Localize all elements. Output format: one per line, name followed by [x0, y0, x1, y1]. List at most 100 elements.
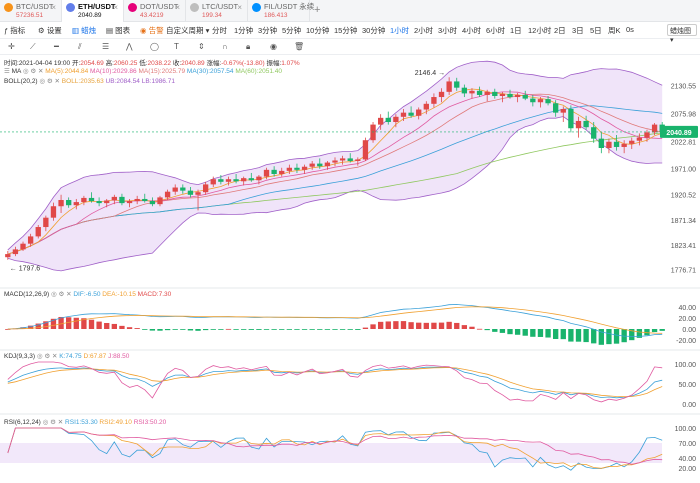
period-1[interactable]: 1分钟 [234, 26, 254, 35]
period-0[interactable]: 分时 [212, 26, 227, 35]
horizontal-line-icon[interactable]: ━ [54, 42, 59, 51]
add-tab-icon[interactable]: + [314, 4, 321, 16]
open-label: 开 [71, 60, 79, 67]
tab-close-icon[interactable]: × [299, 3, 304, 12]
candle-body [400, 112, 407, 117]
macd-bar [248, 329, 254, 330]
ma5-value: MA(5):2044.84 [45, 68, 89, 75]
macd-bar [492, 329, 498, 332]
ma-toggle-icon[interactable]: ☰ [4, 68, 10, 75]
macd-bar [58, 316, 64, 329]
period-5[interactable]: 15分钟 [334, 26, 358, 35]
macd-bar [172, 329, 178, 330]
measure-icon[interactable]: ⇕ [198, 42, 205, 51]
macd-dea: DEA:-10.15 [102, 291, 136, 298]
macd-eye-icon[interactable]: ◎ ⚙ ✕ [50, 291, 72, 298]
fibonacci-icon[interactable]: ☰ [102, 42, 110, 51]
kdj-d: D:67.87 [83, 353, 107, 360]
tab-btc[interactable]: BTC/USDT 57236.51 × [0, 0, 62, 22]
high-annotation: 2146.4 → [415, 70, 445, 77]
tab-close-icon[interactable]: × [51, 3, 56, 12]
lock-icon[interactable]: 🔒︎ [246, 42, 251, 51]
period-18[interactable]: 0s [626, 25, 634, 34]
candle-button[interactable]: ▥ 蜡烛 [72, 26, 97, 35]
rsi-eye-icon[interactable]: ◎ ⚙ ✕ [42, 419, 64, 426]
kdj-k: K:74.75 [59, 353, 82, 360]
tab-ltc[interactable]: LTC/USDT 199.34 × [186, 0, 248, 22]
candle-body [408, 112, 414, 116]
candle-body [446, 81, 452, 92]
period-14[interactable]: 2日 [554, 26, 566, 35]
candle-body [187, 190, 194, 195]
candle-body [492, 91, 498, 96]
eye-icon[interactable]: ◉ [270, 42, 277, 51]
kdj-eye-icon[interactable]: ◎ ⚙ ✕ [36, 353, 58, 360]
macd-bar [522, 329, 528, 336]
period-4[interactable]: 10分钟 [306, 26, 330, 35]
magnet-icon[interactable]: ∩ [222, 42, 228, 51]
price-tick: 2022.81 [671, 139, 696, 146]
tab-close-icon[interactable]: × [175, 3, 180, 12]
period-10[interactable]: 4小时 [462, 26, 482, 35]
tab-eth[interactable]: ETH/USDT 2040.89 × [62, 0, 124, 22]
macd-bar [446, 321, 452, 329]
text-icon[interactable]: T [174, 42, 179, 51]
tab-close-icon[interactable]: × [113, 3, 118, 12]
period-12[interactable]: 1日 [510, 26, 522, 35]
macd-bar [400, 321, 407, 329]
period-2[interactable]: 3分钟 [258, 26, 278, 35]
ma60-value: MA(60):2051.40 [235, 68, 282, 75]
ma10-line [7, 91, 663, 255]
period-13[interactable]: 12小时 [528, 26, 552, 35]
channel-icon[interactable]: ⫽ [78, 42, 82, 51]
period-17[interactable]: 周K [608, 26, 621, 35]
trendline-icon[interactable]: ⟋ [30, 42, 36, 51]
alert-button[interactable]: ◉ 告警 [140, 26, 164, 35]
rsi3-value: RSI3:50.20 [133, 419, 167, 426]
pattern-icon[interactable]: ⋀ [126, 42, 133, 51]
high-value: 2060.25 [113, 60, 138, 67]
chart-type-button[interactable]: ▤ 图表 [106, 26, 131, 35]
macd-bar [43, 321, 49, 329]
chart-mode-select[interactable]: 蜡烛图▾ [667, 24, 697, 44]
period-11[interactable]: 6小时 [486, 26, 506, 35]
tab-fil[interactable]: FIL/USDT 永续 186.413 × [248, 0, 314, 22]
candle-body [256, 176, 262, 181]
ma-eye-icon[interactable]: ◎ ⚙ ✕ [22, 68, 44, 75]
shape-icon[interactable]: ◯ [150, 42, 159, 51]
custom-period-select[interactable]: 自定义周期 ▾ [166, 26, 210, 35]
macd-bar [157, 329, 163, 331]
current-price-text: 2040.89 [666, 130, 691, 137]
period-6[interactable]: 30分钟 [362, 26, 386, 35]
tab-close-icon[interactable]: × [237, 3, 242, 12]
bollinger-upper-line [7, 60, 663, 251]
close-label: 收 [172, 60, 180, 67]
macd-bar [370, 324, 376, 329]
candle-body [58, 200, 64, 207]
candle-body [43, 217, 49, 228]
macd-bar [104, 323, 110, 329]
settings-button[interactable]: ⚙ 设置 [38, 26, 62, 35]
change-label: 涨幅 [206, 60, 220, 67]
chart-area[interactable]: 2130.55 2075.98 2022.81 1971.00 1920.52 1871.… [0, 56, 700, 483]
period-9[interactable]: 3小时 [438, 26, 458, 35]
candle-body [12, 249, 19, 255]
price-chart-svg[interactable]: 2130.55 2075.98 2022.81 1971.00 1920.52 1871.… [0, 56, 700, 483]
period-7[interactable]: 1小时 [390, 26, 410, 35]
candle-body [210, 179, 216, 185]
period-16[interactable]: 5日 [590, 26, 602, 35]
tab-dot[interactable]: DOT/USDT 43.4219 × [124, 0, 186, 22]
boll-eye-icon[interactable]: ◎ ⚙ ✕ [39, 78, 60, 85]
macd-bar [469, 326, 475, 329]
macd-bar [309, 329, 315, 330]
macd-bar [256, 329, 262, 330]
indicator-button[interactable]: ƒ 指标 [4, 26, 26, 35]
period-15[interactable]: 3日 [572, 26, 584, 35]
candle-body [499, 93, 506, 96]
period-3[interactable]: 5分钟 [282, 26, 302, 35]
macd-bar [629, 329, 635, 341]
delete-drawings-icon[interactable]: 🗑︎ [294, 42, 305, 51]
macd-bar [5, 329, 11, 330]
period-8[interactable]: 2小时 [414, 26, 434, 35]
crosshair-icon[interactable]: ✛ [8, 42, 15, 51]
